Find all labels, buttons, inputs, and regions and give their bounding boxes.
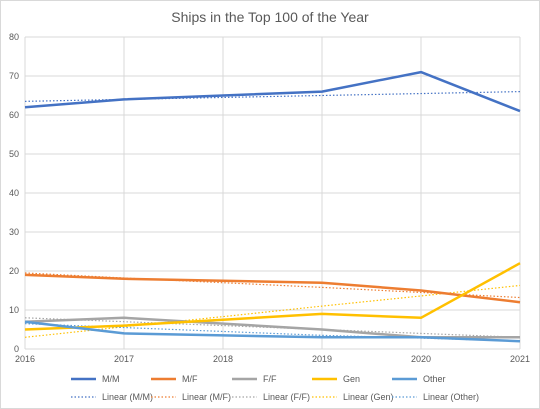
legend-trend-label: Linear (Other) — [423, 392, 479, 402]
y-tick-label: 70 — [9, 71, 19, 81]
x-tick-label: 2018 — [213, 354, 233, 364]
y-tick-label: 50 — [9, 149, 19, 159]
trendline-gen — [24, 284, 521, 338]
x-tick-label: 2017 — [114, 354, 134, 364]
series-line-mf — [24, 273, 521, 304]
y-tick-label: 60 — [9, 110, 19, 120]
y-tick-label: 80 — [9, 32, 19, 42]
y-tick-label: 0 — [14, 344, 19, 354]
series-line-other — [24, 320, 521, 343]
legend-label: F/F — [263, 374, 277, 384]
legend-trend-label: Linear (Gen) — [343, 392, 394, 402]
y-tick-label: 40 — [9, 188, 19, 198]
legend-label: Gen — [343, 374, 360, 384]
y-tick-label: 30 — [9, 227, 19, 237]
x-tick-label: 2019 — [312, 354, 332, 364]
legend-trend-label: Linear (M/M) — [102, 392, 153, 402]
gridlines — [24, 36, 521, 350]
x-axis-labels: 2016 2017 2018 2019 2020 2021 — [15, 354, 530, 364]
legend-label: M/F — [182, 374, 198, 384]
series-lines — [24, 70, 521, 343]
legend-label: M/M — [102, 374, 120, 384]
x-tick-label: 2021 — [510, 354, 530, 364]
legend-label: Other — [423, 374, 446, 384]
series-line-gen — [24, 262, 521, 331]
y-axis-labels: 0 10 20 30 40 50 60 70 80 — [9, 32, 19, 354]
y-tick-label: 10 — [9, 305, 19, 315]
legend-trend-label: Linear (M/F) — [182, 392, 231, 402]
legend-trend-label: Linear (F/F) — [263, 392, 310, 402]
series-line-mm — [24, 70, 521, 113]
y-tick-label: 20 — [9, 266, 19, 276]
chart-title: Ships in the Top 100 of the Year — [171, 9, 369, 25]
legend: M/M Linear (M/M) M/F Linear (M/F) F/F Linear … — [71, 374, 479, 402]
x-tick-label: 2016 — [15, 354, 35, 364]
x-tick-label: 2020 — [411, 354, 431, 364]
